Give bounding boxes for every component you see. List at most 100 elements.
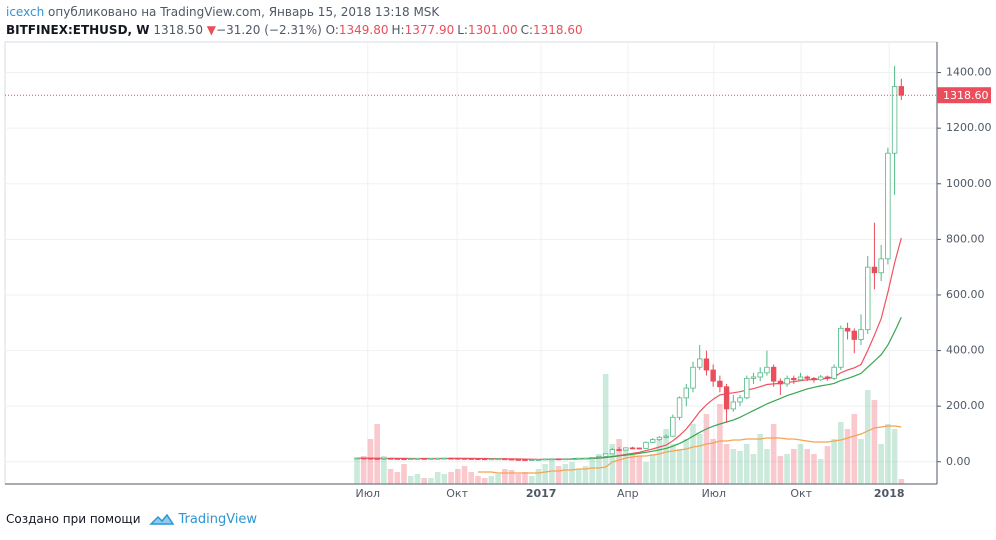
- header: icexch опубликовано на TradingView.com, …: [6, 3, 586, 39]
- candle-body: [361, 457, 367, 460]
- candle-body: [811, 377, 817, 381]
- candle-body: [717, 380, 723, 388]
- volume-bar: [757, 434, 763, 484]
- volume-bar: [811, 454, 817, 484]
- volume-bar: [589, 459, 595, 484]
- volume-bar: [710, 439, 716, 484]
- candle-body: [354, 457, 360, 460]
- volume-bar: [851, 414, 858, 484]
- candle-body: [488, 458, 495, 461]
- candle-body: [468, 458, 474, 460]
- volume-bar: [575, 469, 582, 484]
- volume-bar: [885, 424, 891, 484]
- volume-bar: [824, 446, 831, 484]
- volume-bar: [535, 469, 542, 484]
- volume-bar: [663, 429, 669, 484]
- candle-body: [831, 366, 837, 379]
- volume-bar: [475, 476, 481, 484]
- candle-body: [838, 327, 844, 368]
- volume-bar: [569, 462, 575, 484]
- volume-bar: [750, 454, 757, 484]
- candle-body: [448, 457, 454, 460]
- candle-body: [562, 458, 569, 461]
- volume-bar: [528, 476, 535, 484]
- candle-body: [663, 435, 669, 438]
- candle-body: [374, 458, 380, 460]
- candle-body: [522, 459, 528, 461]
- x-tick-label: 2017: [526, 487, 557, 500]
- candle-body: [858, 329, 864, 340]
- brand[interactable]: TradingView: [178, 511, 258, 527]
- candle-body: [865, 266, 871, 331]
- volume-bar: [555, 466, 562, 484]
- candle-body: [428, 457, 434, 460]
- volume-bar: [737, 451, 743, 484]
- y-tick-label: 800.00: [946, 232, 985, 245]
- candle-body: [502, 458, 508, 461]
- candle-body: [401, 458, 407, 461]
- volume-bar: [401, 464, 407, 484]
- volume-bar: [717, 404, 723, 484]
- candle-body: [602, 453, 609, 457]
- volume-bar: [858, 439, 864, 484]
- volume-bar: [367, 439, 374, 484]
- chart: 0.00 200.00 400.00 600.00 800.00 1000.00 1200.…: [4, 41, 992, 500]
- volume-bar: [784, 454, 790, 484]
- plot-border: [4, 41, 938, 485]
- volume-bar: [542, 464, 548, 484]
- candle-body: [616, 449, 622, 451]
- volume-bar: [596, 454, 602, 484]
- volume-bar: [764, 449, 770, 484]
- x-tick-label: Июл: [355, 487, 380, 500]
- candle-body: [878, 258, 884, 274]
- volume-bar: [428, 478, 434, 484]
- candle-body: [676, 397, 683, 418]
- moving-average: [571, 316, 902, 460]
- header-line: BITFINEX:ETHUSD, W 1318.50 ▼−31.20 (−2.3…: [6, 21, 586, 39]
- ohlc-label: L:: [457, 23, 468, 37]
- header-line: icexch опубликовано на TradingView.com, …: [6, 3, 586, 21]
- volume-bar: [455, 469, 461, 484]
- footer: Создано при помощи TradingView: [6, 511, 257, 527]
- candle-body: [764, 366, 770, 374]
- candle-body: [844, 327, 851, 332]
- volume-bar: [461, 466, 468, 484]
- volume-bar: [616, 439, 622, 484]
- candle-body: [744, 377, 750, 399]
- volume-bar: [770, 424, 777, 484]
- volume-bar: [387, 469, 394, 484]
- candle-body: [723, 386, 730, 410]
- volume-bar: [609, 444, 616, 484]
- volume-bar: [481, 478, 488, 484]
- candle-body: [387, 457, 394, 460]
- volume-bar: [582, 466, 589, 484]
- candle-body: [817, 376, 824, 381]
- candle-body: [367, 457, 374, 460]
- volume-bar: [898, 479, 905, 484]
- candle-body: [441, 457, 448, 460]
- candle-body: [535, 459, 542, 461]
- volume-bar: [381, 456, 387, 484]
- volume-bar: [683, 439, 690, 484]
- ohlc-value: 1318.60: [533, 23, 583, 37]
- candle-body: [596, 455, 602, 458]
- candle-body: [481, 458, 488, 461]
- author[interactable]: icexch: [6, 5, 45, 19]
- candle-body: [508, 458, 515, 461]
- candle-body: [777, 380, 784, 385]
- candle-body: [757, 372, 763, 378]
- candle-body: [898, 86, 905, 96]
- candle-body: [555, 458, 562, 461]
- made-with: Создано при помощи: [6, 512, 141, 526]
- candle-body: [589, 457, 595, 459]
- candle-body: [421, 457, 427, 460]
- candle-body: [434, 457, 441, 460]
- volume-bar: [468, 472, 475, 484]
- last-price-tag: [937, 87, 991, 104]
- volume-bar: [871, 400, 878, 484]
- candle-body: [690, 366, 696, 389]
- candle-body: [804, 376, 810, 379]
- last-price-label: 1318.60: [943, 89, 989, 102]
- candle-body: [643, 441, 649, 449]
- volume-bar: [354, 459, 360, 484]
